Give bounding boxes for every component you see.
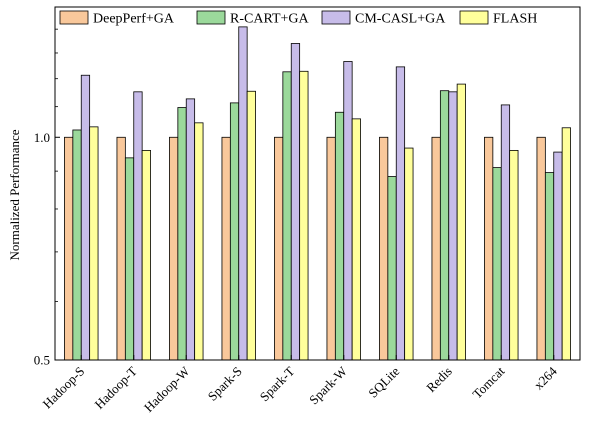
bar-hadoop-s-deepperf-ga: [64, 136, 74, 361]
bar-hadoop-w-deepperf-ga: [169, 136, 179, 361]
bar-hadoop-w-flash: [194, 122, 204, 361]
legend-swatch: [459, 10, 489, 25]
legend-label: FLASH: [493, 12, 537, 27]
bar-spark-s-r-cart-ga: [229, 102, 240, 361]
y-tick-label: 0.5: [34, 353, 50, 368]
bar-spark-s-cm-casl-ga: [238, 26, 248, 361]
bar-tomcat-flash: [509, 149, 519, 361]
legend-swatch: [321, 10, 351, 25]
legend-label: DeepPerf+GA: [93, 12, 175, 27]
bar-hadoop-w-r-cart-ga: [177, 107, 187, 361]
x-tick-label: Spark-S: [205, 364, 245, 404]
bar-hadoop-s-r-cart-ga: [72, 129, 82, 361]
bar-tomcat-deepperf-ga: [484, 136, 494, 361]
bar-sqlite-r-cart-ga: [387, 176, 397, 361]
x-tick-label: Hadoop-T: [91, 363, 139, 411]
x-tick-label: Redis: [423, 364, 455, 396]
bar-spark-s-deepperf-ga: [221, 136, 231, 361]
x-tick-label: Spark-W: [306, 363, 350, 407]
legend: DeepPerf+GA R-CART+GA CM-CASL+GA FLASH: [59, 10, 537, 27]
bar-hadoop-s-cm-casl-ga: [80, 74, 91, 361]
bar-spark-w-flash: [351, 118, 361, 361]
plot-frame: [54, 6, 581, 361]
x-tick-label: Hadoop-S: [39, 364, 87, 412]
x-tick-label: Spark-T: [257, 363, 298, 404]
bar-x264-r-cart-ga: [544, 172, 555, 361]
bar-tomcat-cm-casl-ga: [500, 104, 511, 361]
bar-sqlite-deepperf-ga: [379, 136, 389, 361]
bar-x264-deepperf-ga: [536, 136, 546, 361]
bar-spark-t-flash: [299, 70, 309, 361]
bar-hadoop-t-r-cart-ga: [124, 157, 135, 361]
x-tick-label: x264: [531, 363, 560, 392]
x-tick-label: SQLite: [365, 363, 402, 400]
bar-x264-cm-casl-ga: [553, 151, 563, 361]
bar-x264-flash: [561, 127, 571, 361]
bar-redis-flash: [456, 83, 466, 361]
bar-spark-w-r-cart-ga: [334, 111, 345, 361]
bar-redis-cm-casl-ga: [448, 91, 458, 361]
bar-hadoop-t-flash: [141, 149, 151, 361]
bar-hadoop-s-flash: [89, 126, 99, 361]
legend-label: CM-CASL+GA: [355, 12, 446, 27]
bar-spark-w-deepperf-ga: [326, 136, 336, 361]
bar-redis-deepperf-ga: [431, 136, 441, 361]
y-tick-label: 1.0: [34, 130, 50, 145]
x-tick-label: Hadoop-W: [141, 363, 193, 415]
legend-swatch: [59, 10, 89, 25]
bar-spark-t-cm-casl-ga: [290, 43, 301, 361]
bar-spark-t-r-cart-ga: [282, 71, 292, 361]
bar-hadoop-t-deepperf-ga: [116, 136, 126, 361]
legend-swatch: [196, 10, 226, 25]
bar-sqlite-cm-casl-ga: [395, 66, 406, 361]
legend-label: R-CART+GA: [230, 12, 310, 27]
bar-tomcat-r-cart-ga: [492, 167, 502, 361]
x-tick-label: Tomcat: [469, 363, 507, 401]
bar-spark-w-cm-casl-ga: [343, 61, 353, 361]
bar-hadoop-w-cm-casl-ga: [185, 98, 196, 361]
bar-redis-r-cart-ga: [439, 90, 450, 361]
bar-spark-t-deepperf-ga: [274, 136, 284, 361]
bar-spark-s-flash: [246, 90, 256, 361]
bars-layer: [64, 26, 571, 361]
bar-hadoop-t-cm-casl-ga: [133, 91, 143, 361]
bar-sqlite-flash: [404, 147, 414, 361]
y-axis-title: Normalized Performance: [7, 129, 22, 260]
